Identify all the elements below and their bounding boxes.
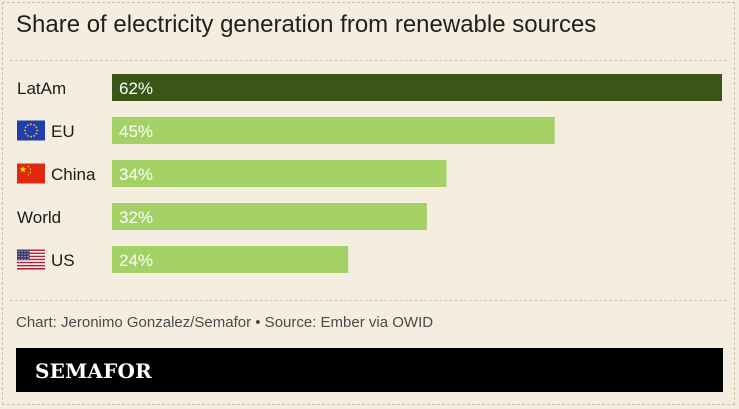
bar-chart: 62% LatAm 45% EU 34% China 32% World 24% US	[17, 74, 722, 273]
bar-china	[112, 160, 447, 187]
category-label-us: US	[51, 251, 75, 270]
semafor-logo: SEMAFOR	[35, 359, 152, 383]
china-flag-icon	[17, 163, 45, 184]
category-label-world: World	[17, 208, 61, 227]
chart-credit: Chart: Jeronimo Gonzalez/Semafor • Sourc…	[16, 314, 434, 331]
value-label-eu: 45%	[119, 122, 153, 141]
category-label-china: China	[51, 165, 96, 184]
divider-top	[10, 60, 727, 61]
chart-title: Share of electricity generation from ren…	[16, 11, 597, 38]
bar-latam	[112, 74, 722, 101]
bar-us	[112, 246, 349, 273]
chart-frame	[2, 2, 735, 405]
value-label-world: 32%	[119, 208, 153, 227]
bar-eu	[112, 117, 555, 144]
value-label-china: 34%	[119, 165, 153, 184]
brand-bar: SEMAFOR	[16, 348, 723, 392]
us-flag-icon	[17, 249, 45, 270]
divider-bottom	[10, 300, 727, 301]
value-label-us: 24%	[119, 251, 153, 270]
category-label-eu: EU	[51, 122, 75, 141]
eu-flag-icon	[17, 120, 45, 141]
value-label-latam: 62%	[119, 79, 153, 98]
bar-world	[112, 203, 427, 230]
category-label-latam: LatAm	[17, 79, 66, 98]
